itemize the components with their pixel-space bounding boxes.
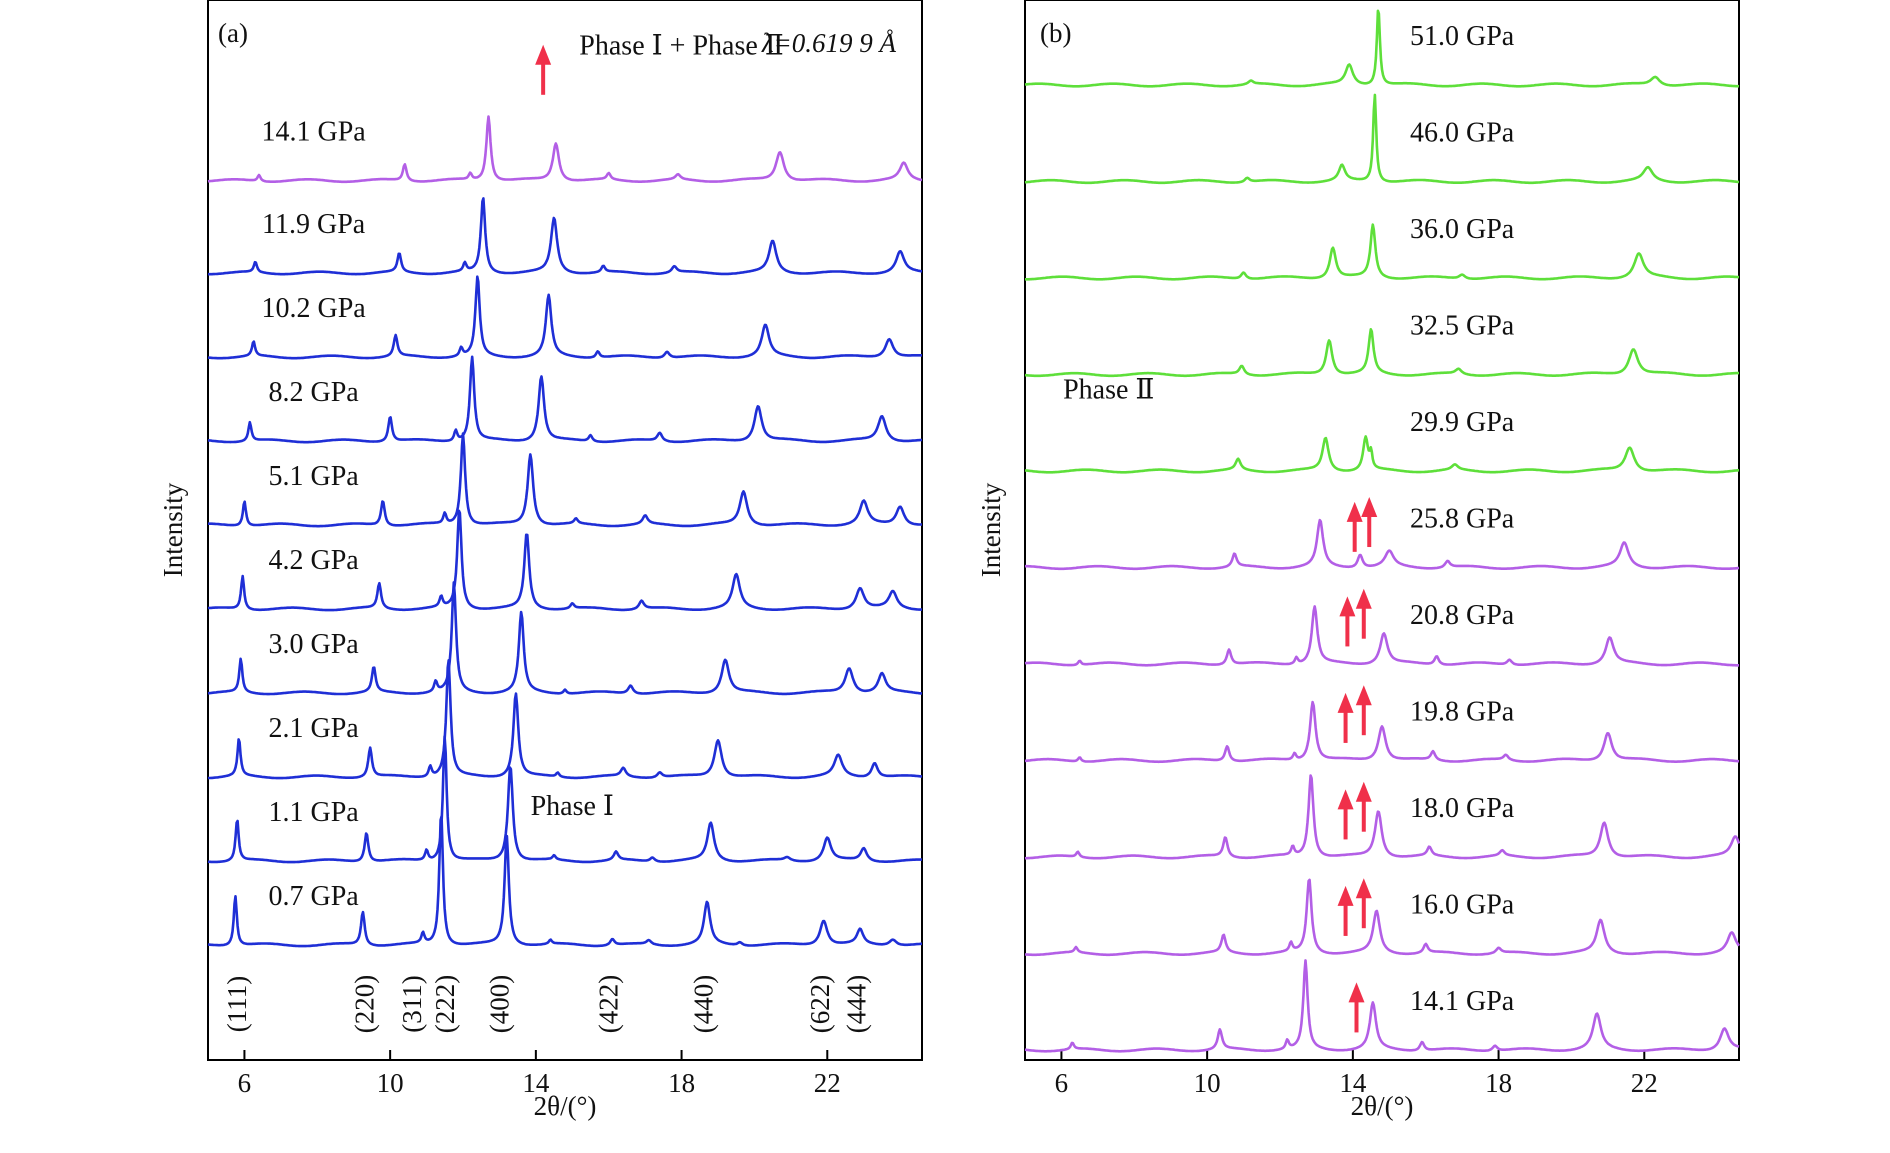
series-label: 51.0 GPa	[1410, 21, 1515, 52]
series-line	[207, 115, 923, 184]
panel-b-phase-labels: Phase Ⅱ	[1063, 375, 1154, 406]
series-line	[207, 734, 923, 864]
panel-a-phase-labels: Phase Ⅰ + Phase Ⅱ Phase Ⅰ	[531, 31, 784, 822]
series-line	[207, 509, 923, 612]
series-label: 25.8 GPa	[1410, 504, 1515, 535]
panel-a-ylabel: Intensity	[158, 482, 188, 577]
series-line	[207, 815, 923, 948]
phase-label: Phase Ⅰ + Phase Ⅱ	[579, 31, 784, 62]
series-label: 4.2 GPa	[269, 545, 360, 576]
panel-b-frame	[1024, 0, 1740, 1061]
hkl-label: (422)	[594, 975, 624, 1033]
series-line	[207, 197, 923, 276]
panel-a-x-ticks: 6 10 14 18 22	[238, 1050, 841, 1098]
peak-arrow	[1355, 685, 1372, 736]
peak-arrow	[1337, 885, 1354, 936]
series-label: 5.1 GPa	[269, 461, 360, 492]
peak-arrow	[1337, 692, 1354, 743]
hkl-label: (440)	[688, 975, 718, 1033]
panel-a-xlabel: 2θ/(°)	[534, 1091, 597, 1121]
series-label: 36.0 GPa	[1410, 214, 1515, 245]
peak-arrow	[1355, 781, 1372, 832]
x-tick-label: 6	[1055, 1068, 1069, 1098]
series-label: 11.9 GPa	[262, 209, 366, 240]
series-label: 18.0 GPa	[1410, 793, 1515, 824]
peak-arrow	[1346, 501, 1363, 552]
peak-arrow	[1355, 878, 1372, 929]
series-line	[1024, 700, 1740, 764]
series-label: 16.0 GPa	[1410, 890, 1515, 921]
hkl-labels: (111) (220) (311) (222) (400) (422) (440) (622)…	[222, 975, 871, 1033]
x-tick-label: 22	[814, 1068, 841, 1098]
series-label: 1.1 GPa	[269, 797, 360, 828]
series-line	[1024, 518, 1740, 571]
panel-b-x-ticks: 6 10 14 18 22	[1055, 1050, 1658, 1098]
panel-b-xlabel: 2θ/(°)	[1351, 1091, 1414, 1121]
wavelength-annotation: λ=0.619 9 Å	[761, 28, 897, 58]
series-label: 20.8 GPa	[1410, 600, 1515, 631]
series-label: 14.1 GPa	[262, 117, 367, 148]
x-tick-label: 6	[238, 1068, 252, 1098]
hkl-label: (220)	[350, 975, 380, 1033]
series-label: 29.9 GPa	[1410, 407, 1515, 438]
series-line	[1024, 878, 1741, 957]
series-line	[207, 355, 923, 444]
panel-a-frame	[207, 0, 923, 1061]
series-line	[207, 432, 923, 528]
series-line	[1024, 9, 1740, 88]
panel-a-series-labels: 0.7 GPa 1.1 GPa 2.1 GPa 3.0 GPa 4.2 GPa 5.1 G…	[262, 117, 367, 912]
series-line	[207, 275, 923, 360]
hkl-label: (222)	[430, 975, 460, 1033]
x-tick-label: 18	[668, 1068, 695, 1098]
panel-b-series	[1024, 9, 1741, 1053]
series-line	[207, 581, 923, 696]
series-line	[1024, 327, 1740, 378]
phase-label: Phase Ⅰ	[531, 791, 614, 822]
x-tick-label: 18	[1485, 1068, 1512, 1098]
panel-b-label: (b)	[1040, 18, 1071, 48]
panel-a-arrows	[535, 44, 552, 95]
panel-b-ylabel: Intensity	[976, 482, 1006, 577]
hkl-label: (311)	[397, 975, 427, 1032]
series-line	[207, 658, 923, 780]
peak-arrow	[535, 44, 552, 95]
hkl-label: (111)	[222, 976, 252, 1032]
x-tick-label: 14	[522, 1068, 550, 1098]
series-label: 8.2 GPa	[269, 377, 360, 408]
panel-b-series-labels: 14.1 GPa 16.0 GPa 18.0 GPa 19.8 GPa 20.8 GPa…	[1410, 21, 1515, 1017]
panel-a: (a) λ=0.619 9 Å 2θ/(°) Intensity 6 10 14 18…	[158, 0, 923, 1121]
panel-b: (b) 2θ/(°) Intensity 6 10 14 18 22 14.1 GPa1…	[976, 0, 1741, 1121]
series-label: 2.1 GPa	[269, 713, 360, 744]
x-tick-label: 22	[1631, 1068, 1658, 1098]
x-tick-label: 10	[377, 1068, 404, 1098]
panel-b-arrows	[1337, 497, 1378, 1033]
series-line	[1024, 93, 1740, 185]
series-line	[1024, 774, 1741, 860]
peak-arrow	[1348, 982, 1365, 1033]
series-label: 0.7 GPa	[269, 881, 360, 912]
series-line	[1024, 223, 1740, 281]
x-tick-label: 10	[1194, 1068, 1221, 1098]
peak-arrow	[1361, 497, 1378, 548]
panel-a-series	[207, 115, 923, 948]
panel-a-label: (a)	[218, 18, 248, 48]
series-label: 3.0 GPa	[269, 629, 360, 660]
series-label: 14.1 GPa	[1410, 986, 1515, 1017]
hkl-label: (444)	[841, 975, 871, 1033]
series-line	[1024, 959, 1740, 1053]
series-label: 10.2 GPa	[262, 293, 367, 324]
series-label: 19.8 GPa	[1410, 697, 1515, 728]
series-line	[1024, 605, 1740, 667]
peak-arrow	[1337, 789, 1354, 840]
phase-label: Phase Ⅱ	[1063, 375, 1154, 406]
hkl-label: (400)	[484, 975, 514, 1033]
hkl-label: (622)	[805, 975, 835, 1033]
series-line	[1024, 435, 1740, 474]
series-label: 46.0 GPa	[1410, 118, 1515, 149]
peak-arrow	[1355, 588, 1372, 639]
peak-arrow	[1339, 596, 1356, 647]
x-tick-label: 14	[1339, 1068, 1367, 1098]
series-label: 32.5 GPa	[1410, 311, 1515, 342]
